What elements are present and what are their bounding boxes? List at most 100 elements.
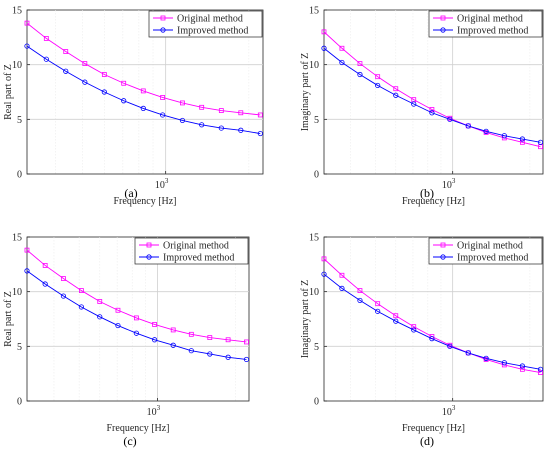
y-tick-label: 0 [314,170,319,181]
y-axis-label: Imaginary part of Z [300,280,311,359]
y-tick-label: 5 [314,342,319,353]
data-point-marker [483,128,489,134]
data-point-marker [501,360,507,366]
series-line [323,47,541,143]
data-point-marker [60,293,67,299]
x-axis-label: Frequency [Hz] [113,196,176,207]
data-point-marker [537,366,544,372]
x-axis-label: Frequency [Hz] [402,423,465,434]
data-point-marker [188,348,194,354]
data-point-marker [42,281,48,287]
y-axis-label: Real part of Z [3,64,14,120]
data-point-marker [537,139,544,145]
x-tick-base: 10 [155,180,165,191]
panel-caption: (b) [420,186,434,200]
data-point-marker [179,117,186,124]
data-point-marker [24,268,30,274]
data-point-marker [501,133,507,139]
x-tick-exponent: 3 [157,404,161,412]
data-point-marker [61,276,66,281]
data-point-marker [115,307,121,313]
legend-entry-label: Original method [177,14,243,25]
data-point-marker [63,49,69,54]
y-tick-label: 15 [12,233,22,244]
data-point-marker [140,105,146,112]
x-tick-label: 103 [442,404,456,418]
data-point-marker [43,36,49,41]
legend-entry-label: Improved method [457,26,528,37]
data-point-marker [170,342,176,348]
data-point-marker [225,337,231,343]
data-point-marker [79,288,84,293]
y-tick-label: 15 [309,233,319,244]
legend-box [428,237,543,265]
data-point-marker [121,80,127,86]
data-point-marker [101,89,107,95]
legend-marker [160,15,166,21]
data-point-marker [170,327,176,333]
data-point-marker [519,139,525,145]
legend-box [134,237,249,265]
data-point-marker [101,72,107,77]
legend-entry-label: Original method [457,14,523,25]
panel-caption: (a) [124,186,137,200]
y-tick-label: 0 [17,397,22,408]
y-tick-label: 5 [314,115,319,126]
data-point-marker [97,314,103,320]
data-point-marker [244,339,249,345]
data-point-marker [519,363,525,369]
legend-box [428,10,543,38]
data-point-marker [411,327,417,333]
legend-marker [440,27,446,33]
data-point-marker [393,313,399,319]
data-point-marker [24,20,30,26]
y-tick-label: 10 [309,287,319,298]
series-line [26,249,247,343]
legend-marker [146,254,152,260]
data-point-marker [207,351,213,357]
data-point-marker [429,336,435,342]
y-axis-label: Real part of Z [3,291,14,347]
y-tick-label: 10 [309,60,319,71]
x-tick-exponent: 3 [452,404,456,412]
data-point-marker [238,110,244,116]
legend-entry-label: Original method [457,241,523,252]
data-point-marker [218,108,224,113]
data-point-marker [257,130,263,137]
data-point-marker [24,43,30,49]
x-tick-label: 103 [155,177,169,191]
y-tick-label: 5 [17,115,22,126]
data-point-marker [188,331,194,337]
data-point-marker [411,101,417,107]
data-point-marker [393,318,399,324]
data-point-marker [63,68,69,74]
x-tick-label: 103 [147,404,161,418]
data-point-marker [429,107,435,112]
data-point-marker [357,71,363,78]
data-point-marker [225,354,231,360]
data-point-marker [375,308,381,314]
data-point-marker [393,92,399,98]
legend-marker [440,15,446,21]
data-point-marker [133,315,139,321]
data-point-marker [393,86,399,92]
data-point-marker [339,59,345,66]
data-point-marker [140,88,146,94]
y-tick-label: 0 [314,397,319,408]
data-point-marker [207,335,213,340]
y-tick-label: 0 [17,170,22,181]
data-point-marker [218,125,224,131]
y-tick-label: 10 [12,60,22,71]
data-point-marker [357,297,363,304]
data-point-marker [483,355,489,361]
data-point-marker [43,56,49,62]
data-point-marker [357,288,363,293]
